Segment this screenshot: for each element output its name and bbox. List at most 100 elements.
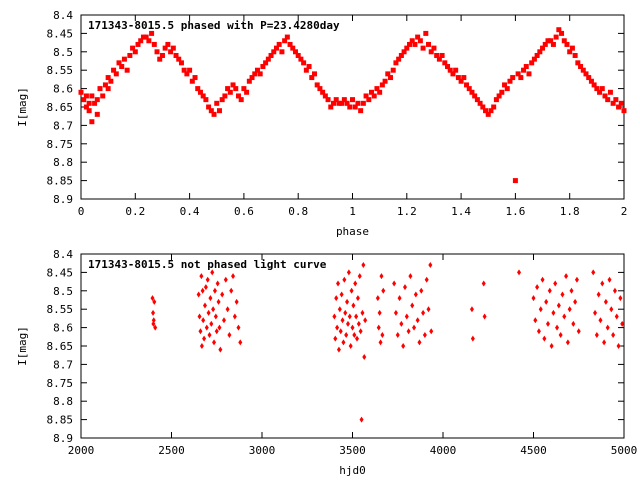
data-point <box>181 67 187 73</box>
data-point <box>200 287 205 294</box>
data-point <box>453 67 459 73</box>
data-point <box>244 89 250 95</box>
data-point <box>545 38 551 44</box>
data-point <box>290 45 296 51</box>
data-point <box>260 64 266 70</box>
data-point <box>535 284 540 291</box>
x-tick-label: 0.8 <box>288 205 308 218</box>
data-point <box>207 331 212 338</box>
data-point <box>466 86 472 92</box>
data-point <box>355 295 360 302</box>
data-point <box>417 38 423 44</box>
data-point <box>203 97 209 103</box>
data-point <box>583 71 589 77</box>
data-point <box>355 335 360 342</box>
data-point <box>333 335 338 342</box>
data-point <box>279 49 285 55</box>
data-point <box>231 273 236 280</box>
data-point <box>611 331 616 338</box>
data-point <box>341 339 346 346</box>
data-point <box>553 280 558 287</box>
data-point <box>330 100 336 106</box>
data-point <box>206 104 212 110</box>
data-point <box>369 89 375 95</box>
data-point <box>412 324 417 331</box>
data-point <box>447 67 453 73</box>
data-point <box>113 71 119 77</box>
data-point <box>458 78 464 84</box>
data-point <box>333 97 339 103</box>
data-point <box>419 287 424 294</box>
data-point <box>154 49 160 55</box>
data-point <box>591 82 597 88</box>
plot-title: 171343-8015.5 phased with P=23.4280day <box>88 19 340 32</box>
data-point <box>140 34 146 40</box>
data-point <box>202 335 207 342</box>
data-point <box>599 86 605 92</box>
data-point <box>515 71 521 77</box>
data-point <box>359 416 364 423</box>
data-point <box>346 269 351 276</box>
y-axis-label: I[mag] <box>16 87 29 127</box>
data-point <box>477 100 483 106</box>
y-tick-label: 8.55 <box>47 303 74 316</box>
data-point <box>417 339 422 346</box>
data-point <box>249 75 255 81</box>
data-point <box>81 97 87 103</box>
data-point <box>363 93 369 99</box>
data-point <box>339 291 344 298</box>
data-point <box>342 276 347 283</box>
data-point <box>569 45 575 51</box>
data-point <box>311 71 317 77</box>
data-point <box>102 82 108 88</box>
data-point <box>170 45 176 51</box>
data-point <box>189 78 195 84</box>
data-point <box>229 287 234 294</box>
data-point <box>482 313 487 320</box>
data-point <box>111 67 117 73</box>
data-point <box>612 287 617 294</box>
data-point <box>609 306 614 313</box>
data-point <box>594 331 599 338</box>
data-point <box>292 49 298 55</box>
data-point <box>219 97 225 103</box>
data-point <box>306 64 312 70</box>
data-point <box>598 317 603 324</box>
data-point <box>213 313 218 320</box>
y-tick-label: 8.6 <box>53 83 73 96</box>
data-point <box>121 56 127 62</box>
data-point <box>555 324 560 331</box>
data-point <box>407 41 413 47</box>
data-point <box>379 82 385 88</box>
data-point <box>512 178 518 184</box>
x-tick-label: 2 <box>621 205 628 218</box>
data-point <box>335 324 340 331</box>
data-point <box>225 306 230 313</box>
data-point <box>502 82 508 88</box>
data-point <box>393 60 399 66</box>
data-point <box>187 67 193 73</box>
data-point <box>89 119 95 125</box>
data-point <box>485 111 491 117</box>
data-point <box>540 45 546 51</box>
data-point <box>130 45 136 51</box>
data-point <box>227 331 232 338</box>
data-point <box>597 89 603 95</box>
data-point <box>208 295 213 302</box>
data-point <box>499 89 505 95</box>
data-point <box>410 302 415 309</box>
data-point <box>556 27 562 33</box>
data-point <box>336 280 341 287</box>
data-point <box>392 280 397 287</box>
data-point <box>257 71 263 77</box>
data-point <box>212 287 217 294</box>
data-point <box>135 41 141 47</box>
x-axis-label: hjd0 <box>339 464 366 477</box>
data-point <box>559 30 565 36</box>
data-point <box>338 328 343 335</box>
data-point <box>439 52 445 58</box>
data-point <box>428 49 434 55</box>
data-point <box>238 339 243 346</box>
data-point <box>202 302 207 309</box>
data-point <box>276 41 282 47</box>
